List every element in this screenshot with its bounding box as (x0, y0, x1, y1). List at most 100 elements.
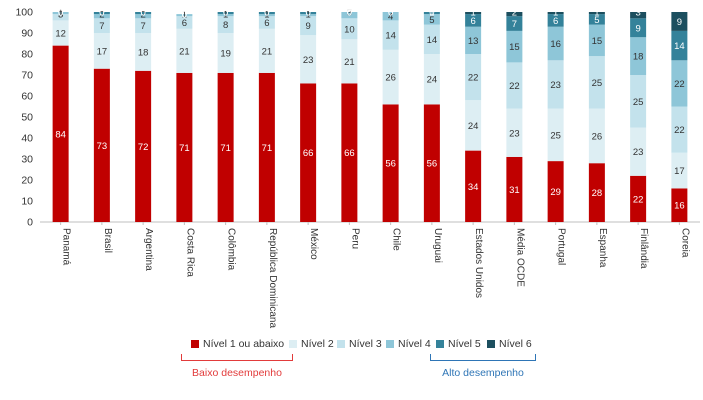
data-label: 56 (427, 159, 438, 170)
legend-label-nivel-4: Nível 4 (398, 338, 431, 350)
data-label: 1 (182, 10, 187, 21)
bar-segment (300, 35, 317, 84)
data-label: 0 (223, 8, 228, 19)
x-tick-label: Portugal (556, 228, 567, 265)
data-label: 24 (468, 121, 479, 132)
legend-swatch-nivel-2 (289, 340, 297, 348)
bar-segment (300, 12, 317, 15)
x-tick-label: México (308, 228, 319, 260)
data-label: 21 (344, 57, 355, 68)
data-label: 2 (99, 10, 104, 21)
bar-segment (465, 26, 482, 54)
data-label: 16 (550, 39, 561, 50)
data-label: 7 (512, 19, 517, 30)
data-label: 4 (388, 12, 393, 23)
data-label: 7 (99, 21, 104, 32)
data-label: 9 (635, 23, 640, 34)
x-tick-label: Espanha (597, 228, 608, 268)
data-label: 1 (264, 10, 269, 21)
x-tick-label: Finlândia (638, 228, 649, 269)
y-tick-label: 40 (21, 133, 33, 145)
bar-segment (382, 104, 399, 222)
bar-segment (547, 26, 564, 61)
data-label: 23 (303, 55, 314, 66)
high-performance-group: Alto desempenho (430, 354, 536, 384)
y-tick-label: 90 (21, 28, 33, 40)
data-label: 0 (388, 8, 393, 19)
x-tick-label: Uruguai (432, 228, 443, 263)
bar-segment (93, 33, 110, 69)
data-label: 0 (223, 8, 228, 19)
data-label: 8 (223, 20, 228, 31)
data-label: 22 (633, 194, 644, 205)
data-label: 17 (674, 166, 685, 177)
data-label: 34 (468, 182, 479, 193)
bar-segment (382, 12, 399, 21)
data-label: 16 (674, 201, 685, 212)
data-label: 13 (468, 36, 479, 47)
data-label: 6 (470, 16, 475, 27)
bar-segment (547, 161, 564, 222)
data-label: 0 (182, 10, 187, 21)
bar-segment (300, 83, 317, 223)
data-label: 0 (58, 8, 63, 19)
data-label: 23 (550, 80, 561, 91)
data-label: 18 (633, 52, 644, 63)
data-label: 0 (99, 8, 104, 19)
bar-segment (465, 14, 482, 27)
data-label: 1 (594, 8, 599, 19)
bar-segment (217, 72, 234, 223)
bar-segment (671, 106, 688, 153)
bar-segment (547, 60, 564, 109)
bar-segment (506, 16, 523, 31)
data-label: 71 (220, 143, 231, 154)
bar-segment (93, 68, 110, 222)
bar-segment (176, 72, 193, 223)
legend-label-nivel-5: Nível 5 (448, 338, 481, 350)
x-tick-label: Coreia (679, 228, 690, 258)
bar-segment (423, 12, 440, 15)
bar-segment (52, 12, 69, 15)
bar-segment (217, 14, 234, 17)
bar-segment (671, 12, 688, 31)
data-label: 6 (182, 18, 187, 29)
x-tick-label: Colômbia (226, 228, 237, 271)
bar-segment (423, 24, 440, 54)
data-label: 0 (347, 8, 352, 19)
bar-segment (176, 16, 193, 29)
bar-segment (465, 100, 482, 151)
bar-segment (671, 60, 688, 107)
data-label: 22 (674, 125, 685, 136)
bar-segment (588, 108, 605, 164)
bar-segment (588, 163, 605, 222)
bar-segment (506, 30, 523, 63)
data-label: 12 (55, 29, 66, 40)
legend-label-nivel-3: Nível 3 (349, 338, 382, 350)
bar-segment (93, 12, 110, 15)
legend-swatch-nivel-4 (386, 340, 394, 348)
bar-segment (258, 28, 275, 73)
bar-segment (135, 18, 152, 33)
stacked-bar-chart: 010203040506070809010084123100Panamá7317… (15, 7, 700, 328)
legend-item-nivel-4: Nível 4 (386, 336, 431, 352)
y-tick-label: 10 (21, 196, 33, 208)
data-label: 3 (58, 10, 63, 21)
bar-segment (258, 14, 275, 17)
bar-segment (258, 12, 275, 15)
legend-swatch-nivel-3 (337, 340, 345, 348)
data-label: 23 (633, 147, 644, 158)
y-tick-label: 100 (15, 7, 33, 19)
data-label: 6 (553, 16, 558, 27)
bar-segment (217, 12, 234, 15)
data-label: 1 (553, 8, 558, 19)
bar-segment (423, 14, 440, 25)
data-label: 1 (223, 10, 228, 21)
data-label: 0 (388, 8, 393, 19)
data-label: 10 (344, 24, 355, 35)
bar-segment (341, 12, 358, 19)
data-label: 1 (305, 10, 310, 21)
bar-segment (217, 33, 234, 73)
x-tick-label: Panamá (61, 228, 72, 266)
data-label: 23 (509, 128, 520, 139)
bar-segment (341, 83, 358, 223)
